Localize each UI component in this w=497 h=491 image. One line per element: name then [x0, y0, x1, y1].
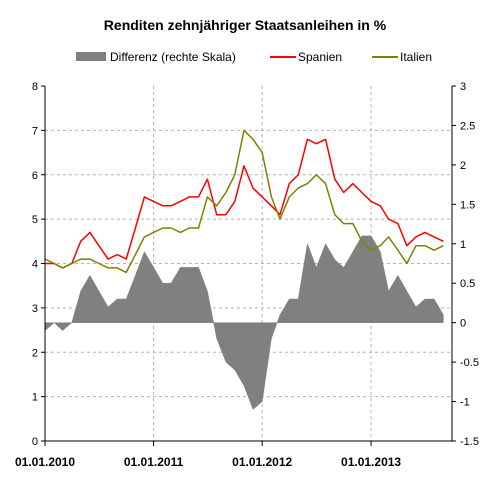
legend-label: Spanien	[298, 50, 342, 64]
y-left-tick-label: 6	[32, 170, 38, 182]
x-tick-label: 01.01.2010	[15, 455, 75, 469]
series-area-differenz	[44, 235, 444, 410]
x-tick-label: 01.01.2013	[341, 455, 401, 469]
y-left-tick-label: 0	[32, 436, 38, 448]
y-left-tick-label: 2	[32, 347, 38, 359]
x-tick-label: 01.01.2011	[124, 455, 184, 469]
y-right-tick-label: 2.5	[460, 120, 475, 132]
legend-swatch	[76, 52, 106, 61]
y-right-tick-label: -1.5	[460, 436, 479, 448]
x-ticks: 01.01.2010 01.01.2011 01.01.2012 01.01.2013	[15, 441, 401, 469]
y-right-tick-label: 1.5	[460, 199, 475, 211]
series-line-spanien	[45, 138, 444, 269]
y-left-tick-label: 8	[32, 81, 38, 93]
chart-title: Renditen zehnjähriger Staatsanleihen in …	[104, 17, 387, 33]
y-right-tick-label: 0.5	[460, 278, 475, 290]
y-right-tick-label: 2	[460, 160, 466, 172]
legend-label: Differenz (rechte Skala)	[110, 50, 236, 64]
y-left-tick-label: 7	[32, 125, 38, 137]
y-right-tick-label: 1	[460, 239, 466, 251]
y-right-tick-label: -0.5	[460, 357, 479, 369]
series-line-italien	[44, 129, 444, 274]
difference-area	[44, 235, 444, 410]
y-right-tick-label: 0	[460, 318, 466, 330]
x-tick-label: 01.01.2012	[232, 455, 292, 469]
y-left-tick-label: 1	[32, 392, 38, 404]
legend: Differenz (rechte Skala) Spanien Italien	[76, 50, 432, 64]
y-left-tick-label: 3	[32, 303, 38, 315]
y-left-tick-label: 5	[32, 214, 38, 226]
y-right-tick-label: 3	[460, 81, 466, 93]
y-right-ticks: -1.5 -1 -0.5 0 0.5 1 1.5 2 2.5 3	[452, 81, 479, 448]
legend-label: Italien	[400, 50, 432, 64]
series-lines	[44, 129, 444, 274]
y-right-tick-label: -1	[460, 397, 470, 409]
y-left-ticks: 0 1 2 3 4 5 6 7 8	[32, 81, 45, 448]
y-left-tick-label: 4	[32, 259, 38, 271]
